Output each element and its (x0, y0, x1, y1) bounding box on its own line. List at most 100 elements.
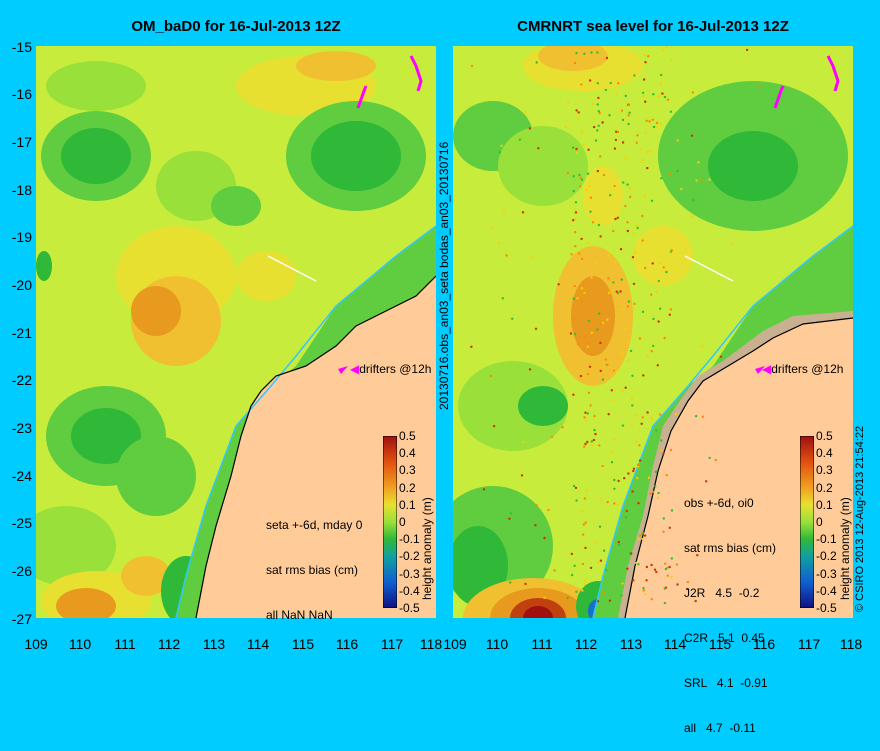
observation-dot (631, 256, 635, 259)
stats-line: all 4.7 -0.11 (684, 721, 756, 735)
observation-dot (615, 93, 618, 96)
observation-dot (590, 276, 593, 279)
observation-dot (632, 232, 636, 236)
observation-dot (641, 310, 645, 314)
observation-dot (588, 365, 592, 368)
observation-dot (573, 231, 577, 234)
observation-dot (660, 449, 663, 452)
observation-dot (606, 500, 609, 504)
observation-dot (612, 281, 615, 284)
observation-dot (680, 187, 683, 191)
observation-dot (614, 370, 617, 373)
observation-dot (607, 277, 610, 280)
observation-dot (645, 579, 648, 582)
observation-dot (572, 297, 575, 300)
drifter-icon: ◀ (762, 362, 772, 376)
observation-dot (648, 150, 652, 153)
observation-dot (708, 456, 711, 460)
observation-dot (574, 208, 577, 211)
observation-dot (573, 284, 576, 288)
observation-dot (583, 416, 586, 419)
drifters-label-text: drifters @12h (771, 362, 844, 376)
observation-dot (650, 416, 653, 420)
y-tick-label: -22 (11, 372, 32, 388)
observation-dot (589, 566, 593, 570)
colorbar-tick: 0.4 (399, 446, 416, 461)
observation-dot (665, 474, 668, 477)
observation-dot (489, 374, 493, 378)
observation-dot (620, 307, 624, 311)
observation-dot (700, 178, 703, 181)
observation-dot (730, 242, 733, 245)
observation-dot (581, 257, 584, 261)
observation-dot (605, 56, 609, 60)
x-tick-label: 116 (752, 636, 776, 652)
observation-dot (635, 224, 639, 227)
observation-dot (580, 300, 584, 303)
y-tick-label: -24 (11, 468, 32, 484)
observation-dot (654, 126, 658, 129)
observation-dot (637, 502, 640, 505)
observation-dot (642, 94, 645, 97)
observation-dot (596, 51, 599, 54)
observation-dot (597, 223, 601, 227)
right-panel-title: CMRNRT sea level for 16-Jul-2013 12Z (517, 18, 789, 35)
colorbar-tick: 0.4 (816, 446, 833, 461)
observation-dot (582, 523, 586, 526)
observation-dot (572, 146, 575, 149)
observation-dot (470, 64, 474, 68)
observation-dot (614, 138, 618, 142)
x-tick-label: 112 (157, 636, 181, 652)
observation-dot (632, 467, 636, 470)
observation-dot (579, 176, 582, 179)
observation-dot (596, 129, 599, 132)
observation-dot (613, 478, 616, 482)
y-tick-label: -26 (11, 563, 32, 579)
observation-dot (632, 469, 635, 473)
observation-dot (601, 321, 605, 325)
observation-dot (597, 96, 600, 100)
observation-dot (588, 62, 591, 66)
observation-dot (639, 148, 642, 151)
observation-dot (646, 411, 649, 414)
observation-dot (620, 594, 623, 597)
observation-dot (650, 563, 653, 567)
observation-dot (574, 211, 578, 214)
observation-dot (650, 293, 653, 296)
observation-dot (584, 442, 587, 446)
observation-dot (631, 374, 634, 377)
observation-dot (638, 534, 642, 537)
y-tick-label: -23 (11, 420, 32, 436)
observation-dot (697, 161, 700, 164)
colorbar-tick: -0.4 (399, 583, 420, 598)
observation-dot (686, 587, 689, 591)
observation-dot (701, 415, 705, 418)
observation-dot (601, 464, 604, 468)
observation-dot (627, 300, 631, 303)
colorbar-tick: 0.3 (399, 463, 416, 478)
observation-dot (614, 217, 617, 221)
observation-dot (662, 266, 665, 269)
y-tick-label: -21 (11, 325, 32, 341)
observation-dot (572, 189, 575, 193)
drifters-label-left: ◀drifters @12h (350, 362, 431, 376)
right-stats: obs +-6d, oi0 sat rms bias (cm) J2R 4.5 … (684, 466, 776, 751)
observation-dot (651, 118, 655, 122)
observation-dot (691, 91, 694, 94)
observation-dot (593, 428, 596, 432)
stats-line: seta +-6d, mday 0 (266, 518, 363, 532)
observation-dot (492, 424, 496, 428)
observation-dot (629, 195, 632, 199)
observation-dot (625, 509, 628, 513)
observation-dot (641, 416, 644, 419)
observation-dot (627, 103, 631, 106)
observation-dot (669, 308, 673, 311)
observation-dot (550, 435, 554, 438)
observation-dot (581, 589, 584, 592)
observation-dot (574, 332, 577, 336)
colorbar-tick: 0.5 (399, 429, 416, 443)
colorbar-left (383, 436, 397, 608)
colorbar-tick: 0.3 (816, 463, 833, 478)
x-tick-label: 113 (202, 636, 226, 652)
observation-dot (570, 573, 574, 577)
